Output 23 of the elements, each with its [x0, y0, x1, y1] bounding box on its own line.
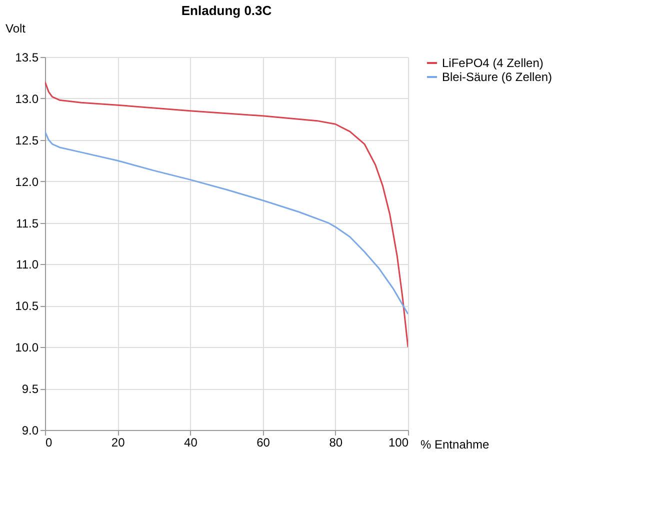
y-tick-label: 12.0: [15, 174, 39, 189]
y-tick-label: 13.0: [15, 92, 39, 106]
x-tick-label: 40: [184, 436, 198, 450]
x-axis-title: % Entnahme: [420, 438, 490, 452]
x-tick-label: 100: [388, 436, 409, 450]
x-tick-label: 60: [256, 436, 270, 450]
y-tick-label: 9.5: [22, 382, 39, 396]
x-tick-label: 20: [111, 436, 126, 450]
chart-title: Enladung 0.3C: [181, 3, 272, 18]
y-tick-label: 11.0: [16, 258, 39, 272]
line-series: [45, 130, 408, 315]
x-tick-label: 80: [329, 436, 343, 450]
y-tick-label: 9.0: [22, 424, 39, 438]
line-series: [45, 81, 408, 348]
y-axis-title: Volt: [6, 22, 26, 36]
y-tick-label: 11.5: [16, 216, 39, 230]
y-tick-label: 10.0: [15, 340, 39, 355]
y-tick-label: 10.5: [15, 299, 39, 314]
legend-label: LiFePO4 (4 Zellen): [442, 56, 544, 70]
y-tick-label: 12.5: [15, 133, 39, 148]
x-tick-label: 0: [46, 436, 52, 450]
y-tick-label: 13.5: [15, 50, 39, 64]
legend-label: Blei-Säure (6 Zellen): [442, 70, 552, 84]
